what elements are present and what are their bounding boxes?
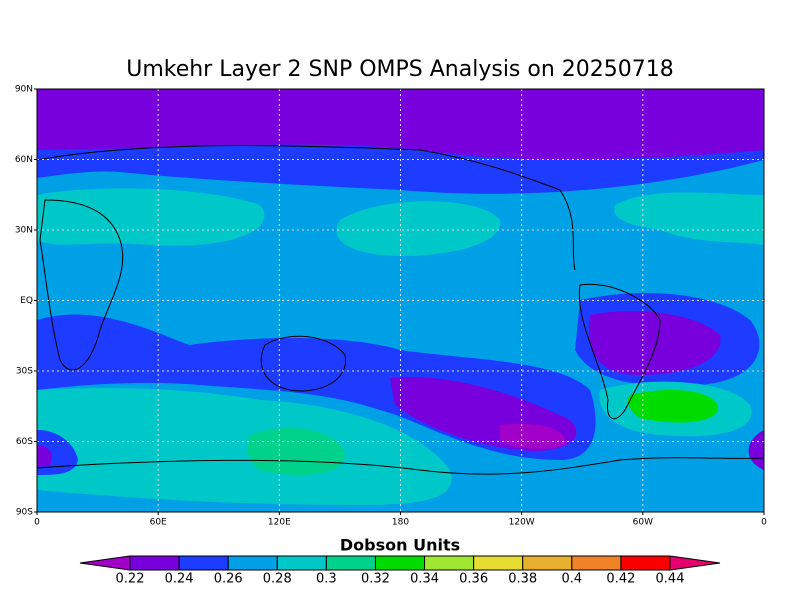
lat-label: 30N [15, 226, 33, 236]
field-blob [336, 201, 501, 256]
colorbar-tick-label: 0.24 [165, 572, 194, 587]
colorbar-bin [325, 555, 376, 571]
colorbar-bin [129, 555, 180, 571]
colorbar-tick-label: 0.36 [459, 572, 488, 587]
lon-label: 180 [392, 518, 409, 528]
lon-label: 120W [509, 518, 535, 528]
field-blob [37, 188, 265, 246]
field-blob [247, 427, 345, 475]
lon-label: 0 [34, 518, 40, 528]
colorbar-bin [424, 555, 475, 571]
colorbar-tick-label: 0.42 [606, 572, 635, 587]
colorbar-bin [571, 555, 622, 571]
colorbar-tick-label: 0.26 [214, 572, 243, 587]
field-blob [37, 445, 52, 467]
colorbar-tick-label: 0.32 [361, 572, 390, 587]
coastline [37, 145, 576, 271]
colorbar-tick-label: 0.4 [561, 572, 582, 587]
colorbar-bin [620, 555, 671, 571]
colorbar-tick-label: 0.3 [316, 572, 337, 587]
colorbar-tick-label: 0.38 [508, 572, 537, 587]
colorbar-tick-label: 0.34 [410, 572, 439, 587]
colorbar-bin [522, 555, 573, 571]
colorbar-under [79, 555, 131, 571]
colorbar-bin [178, 555, 229, 571]
grid [37, 89, 764, 512]
lon-label: 0 [761, 518, 767, 528]
coastline [578, 283, 661, 420]
lat-label: 90S [16, 508, 33, 518]
field-blob [500, 423, 566, 450]
colorbar-tick-label: 0.22 [116, 572, 145, 587]
lat-label: 90N [15, 85, 33, 95]
field-blob [614, 192, 764, 245]
title: Umkehr Layer 2 SNP OMPS Analysis on 2025… [126, 57, 674, 82]
coastline [260, 335, 346, 392]
colorbar-over [669, 555, 721, 571]
lat-label: 30S [16, 367, 33, 377]
field-blob [589, 311, 721, 375]
colorbar-label: Dobson Units [340, 536, 460, 555]
lat-label: EQ [20, 296, 33, 306]
coastline [37, 457, 764, 475]
field-band [37, 388, 452, 505]
colorbar-bin [374, 555, 426, 571]
field-blob [748, 430, 764, 470]
colorbar-bin [227, 555, 278, 571]
lat-label: 60N [15, 155, 33, 165]
lat-label: 60S [16, 437, 33, 447]
lon-label: 120E [268, 518, 291, 528]
colorbar-bin [276, 555, 327, 571]
lon-label: 60E [150, 518, 167, 528]
colorbar-bin [473, 555, 524, 571]
colorbar-tick-label: 0.44 [656, 572, 685, 587]
colorbar-tick-label: 0.28 [263, 572, 292, 587]
lon-label: 60W [633, 518, 653, 528]
coastline [39, 199, 124, 371]
field-blob [627, 390, 719, 423]
